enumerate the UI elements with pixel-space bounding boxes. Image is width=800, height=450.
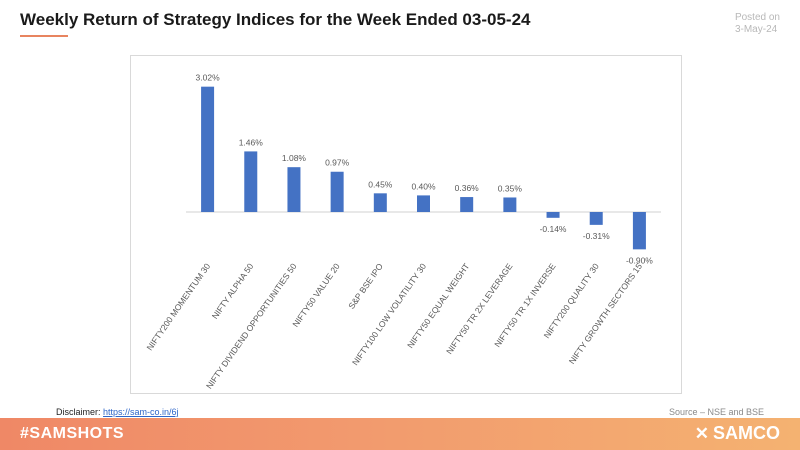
- disclaimer-label: Disclaimer:: [56, 407, 101, 417]
- bar: [546, 212, 560, 218]
- posted-label: Posted on: [734, 12, 780, 23]
- data-label: 0.35%: [498, 183, 523, 193]
- bar: [373, 193, 387, 212]
- data-label: -0.90%: [626, 255, 653, 265]
- page-title: Weekly Return of Strategy Indices for th…: [20, 10, 531, 29]
- bar: [589, 212, 603, 225]
- category-label: S&P BSE IPO: [346, 261, 385, 311]
- category-label: NIFTY200 MOMENTUM 30: [144, 261, 212, 352]
- chart-area: 3.02% NIFTY200 MOMENTUM 30 1.46% NIFTY ALPH…: [130, 55, 682, 394]
- category-label: NIFTY GROWTH SECTORS 15: [567, 261, 645, 366]
- bar-chart: 3.02% NIFTY200 MOMENTUM 30 1.46% NIFTY ALPH…: [144, 73, 661, 391]
- data-label: 0.45%: [368, 179, 393, 189]
- bar: [201, 86, 215, 212]
- category-label: NIFTY50 VALUE 20: [290, 261, 342, 329]
- brand-name: SAMCO: [713, 423, 780, 443]
- category-label: NIFTY ALPHA 50: [210, 261, 256, 321]
- posted-info: Posted on 3-May-24: [735, 12, 780, 36]
- title-underline: [20, 35, 68, 37]
- bar: [417, 195, 430, 212]
- bar: [330, 171, 344, 212]
- data-label: 1.08%: [282, 153, 307, 163]
- data-label: -0.14%: [540, 224, 567, 234]
- data-label: 0.36%: [455, 183, 480, 193]
- data-label: 3.02%: [196, 73, 221, 83]
- brand: ✕ SAMCO: [695, 423, 780, 444]
- bar: [244, 151, 258, 212]
- posted-date: 3-May-24: [734, 24, 778, 35]
- bar: [287, 167, 301, 212]
- category-label: NIFTY DIVIDEND OPPORTUNITIES 50: [204, 261, 299, 391]
- hashtag-label: #SAMSHOTS: [20, 425, 125, 442]
- footer-bar: #SAMSHOTS ✕ SAMCO: [0, 418, 800, 450]
- samco-logo-icon: ✕: [694, 423, 709, 443]
- source-note: Source – NSE and BSE: [668, 407, 764, 417]
- bar: [503, 197, 517, 212]
- bar: [632, 212, 646, 250]
- data-label: -0.31%: [583, 231, 610, 241]
- disclaimer: Disclaimer: https://sam-co.in/6j: [56, 407, 179, 417]
- data-label: 0.40%: [411, 181, 436, 191]
- disclaimer-link[interactable]: https://sam-co.in/6j: [103, 407, 179, 417]
- bar: [460, 197, 474, 212]
- data-label: 0.97%: [325, 158, 350, 168]
- data-label: 1.46%: [239, 137, 264, 147]
- category-label: NIFTY100 LOW VOLATILITY 30: [350, 261, 428, 367]
